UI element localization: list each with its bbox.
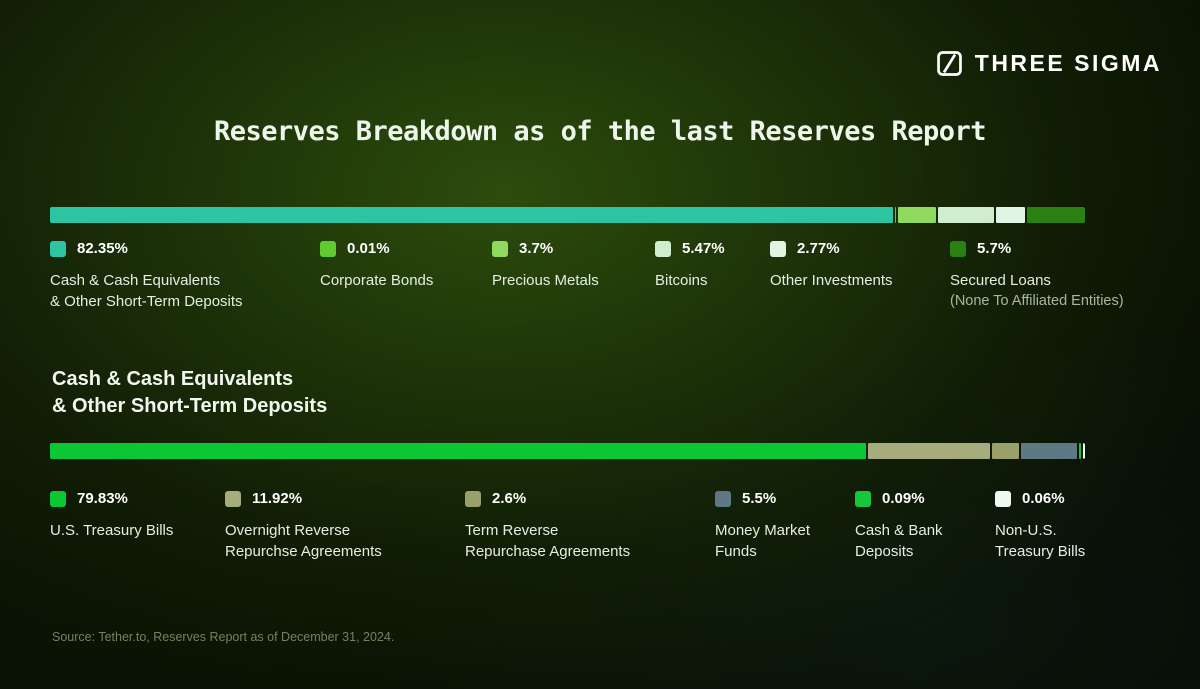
- legend-percent: 0.09%: [882, 490, 925, 507]
- legend-item-term-reverse-repurchase-agreements: 2.6% Term Reverse Repurchase Agreements: [465, 490, 715, 562]
- bar-segment-money-market-funds: [1020, 443, 1077, 459]
- legend-item-cash-cash-equivalents-other-short-term-deposits: 82.35% Cash & Cash Equivalents & Other Sh…: [50, 240, 320, 312]
- legend-swatch-icon: [655, 240, 671, 257]
- legend-item-bitcoins: 5.47% Bitcoins: [655, 240, 770, 291]
- legend-label: Other Investments: [770, 272, 893, 289]
- reserves-breakdown-bar: [50, 207, 1085, 223]
- legend-row: 11.92%: [225, 490, 457, 507]
- legend-swatch-icon: [995, 490, 1011, 507]
- bar-segment-other-investments: [996, 207, 1025, 223]
- legend-row: 79.83%: [50, 490, 217, 507]
- bar-segment-cash-bank-deposits: [1078, 443, 1081, 459]
- legend-swatch-icon: [465, 490, 481, 507]
- legend-label: Secured Loans: [950, 272, 1051, 289]
- legend-percent: 5.5%: [742, 490, 777, 507]
- legend-swatch-icon: [225, 490, 241, 507]
- legend-label: U.S. Treasury Bills: [50, 522, 174, 539]
- legend-swatch-icon: [492, 240, 508, 257]
- bar-segment-precious-metals: [898, 207, 937, 223]
- legend-label: Money Market Funds: [715, 522, 811, 560]
- legend-row: 5.7%: [950, 240, 1152, 257]
- legend-item-corporate-bonds: 0.01% Corporate Bonds: [320, 240, 492, 291]
- legend-label: Corporate Bonds: [320, 272, 434, 289]
- legend-row: 0.09%: [855, 490, 987, 507]
- page-title: Reserves Breakdown as of the last Reserv…: [213, 116, 987, 147]
- legend-percent: 3.7%: [519, 240, 554, 257]
- legend-label: Cash & Bank Deposits: [855, 522, 943, 560]
- legend-item-overnight-reverse-repurchse-agreements: 11.92% Overnight Reverse Repurchse Agreem…: [225, 490, 465, 562]
- section-heading: Cash & Cash Equivalents & Other Short-Te…: [52, 368, 328, 417]
- legend-percent: 5.7%: [977, 240, 1012, 257]
- legend-swatch-icon: [855, 490, 871, 507]
- legend-percent: 82.35%: [77, 240, 128, 257]
- brand-name: THREE SIGMA: [974, 50, 1162, 76]
- legend-swatch-icon: [715, 490, 731, 507]
- cash-equivalents-bar: [50, 443, 1085, 459]
- three-sigma-logo-icon: [936, 51, 962, 76]
- bar-segment-non-u-s-treasury-bills: [1082, 443, 1085, 459]
- bar-segment-term-reverse-repurchase-agreements: [992, 443, 1019, 459]
- legend-label: Bitcoins: [655, 272, 708, 289]
- brand: THREE SIGMA: [936, 50, 1162, 77]
- legend-row: 82.35%: [50, 240, 312, 257]
- legend-item-cash-bank-deposits: 0.09% Cash & Bank Deposits: [855, 490, 995, 562]
- legend-row: 0.01%: [320, 240, 484, 257]
- legend-row: 2.6%: [465, 490, 707, 507]
- cash-equivalents-legend: 79.83% U.S. Treasury Bills 11.92% Overnight…: [50, 490, 1160, 562]
- legend-item-precious-metals: 3.7% Precious Metals: [492, 240, 655, 291]
- legend-percent: 79.83%: [77, 490, 128, 507]
- legend-row: 0.06%: [995, 490, 1152, 507]
- legend-item-money-market-funds: 5.5% Money Market Funds: [715, 490, 855, 562]
- legend-swatch-icon: [50, 240, 66, 257]
- legend-row: 5.47%: [655, 240, 762, 257]
- legend-swatch-icon: [50, 490, 66, 507]
- legend-row: 2.77%: [770, 240, 942, 257]
- bar-segment-cash-cash-equivalents-other-short-term-deposits: [50, 207, 894, 223]
- legend-label: Cash & Cash Equivalents & Other Short-Te…: [50, 272, 243, 310]
- legend-item-other-investments: 2.77% Other Investments: [770, 240, 950, 291]
- legend-swatch-icon: [320, 240, 336, 257]
- legend-percent: 11.92%: [252, 490, 303, 507]
- legend-row: 3.7%: [492, 240, 647, 257]
- legend-percent: 5.47%: [682, 240, 725, 257]
- bar-segment-u-s-treasury-bills: [50, 443, 867, 459]
- bar-segment-bitcoins: [938, 207, 995, 223]
- bar-segment-secured-loans: [1026, 207, 1085, 223]
- legend-swatch-icon: [770, 240, 786, 257]
- legend-row: 5.5%: [715, 490, 847, 507]
- legend-sublabel: (None To Affiliated Entities): [950, 293, 1124, 309]
- legend-label: Term Reverse Repurchase Agreements: [465, 522, 631, 560]
- legend-swatch-icon: [950, 240, 966, 257]
- legend-percent: 2.6%: [492, 490, 527, 507]
- legend-label: Non-U.S. Treasury Bills: [995, 522, 1086, 560]
- legend-item-non-u-s-treasury-bills: 0.06% Non-U.S. Treasury Bills: [995, 490, 1160, 562]
- legend-label: Overnight Reverse Repurchse Agreements: [225, 522, 382, 560]
- legend-label: Precious Metals: [492, 272, 599, 289]
- legend-percent: 0.06%: [1022, 490, 1065, 507]
- legend-item-secured-loans: 5.7% Secured Loans (None To Affiliated Ent…: [950, 240, 1160, 311]
- bar-segment-corporate-bonds: [895, 207, 897, 223]
- reserves-breakdown-legend: 82.35% Cash & Cash Equivalents & Other Sh…: [50, 240, 1160, 312]
- bar-segment-overnight-reverse-repurchse-agreements: [868, 443, 991, 459]
- legend-percent: 0.01%: [347, 240, 390, 257]
- legend-percent: 2.77%: [797, 240, 840, 257]
- legend-item-u-s-treasury-bills: 79.83% U.S. Treasury Bills: [50, 490, 225, 541]
- source-note: Source: Tether.to, Reserves Report as of…: [52, 630, 395, 644]
